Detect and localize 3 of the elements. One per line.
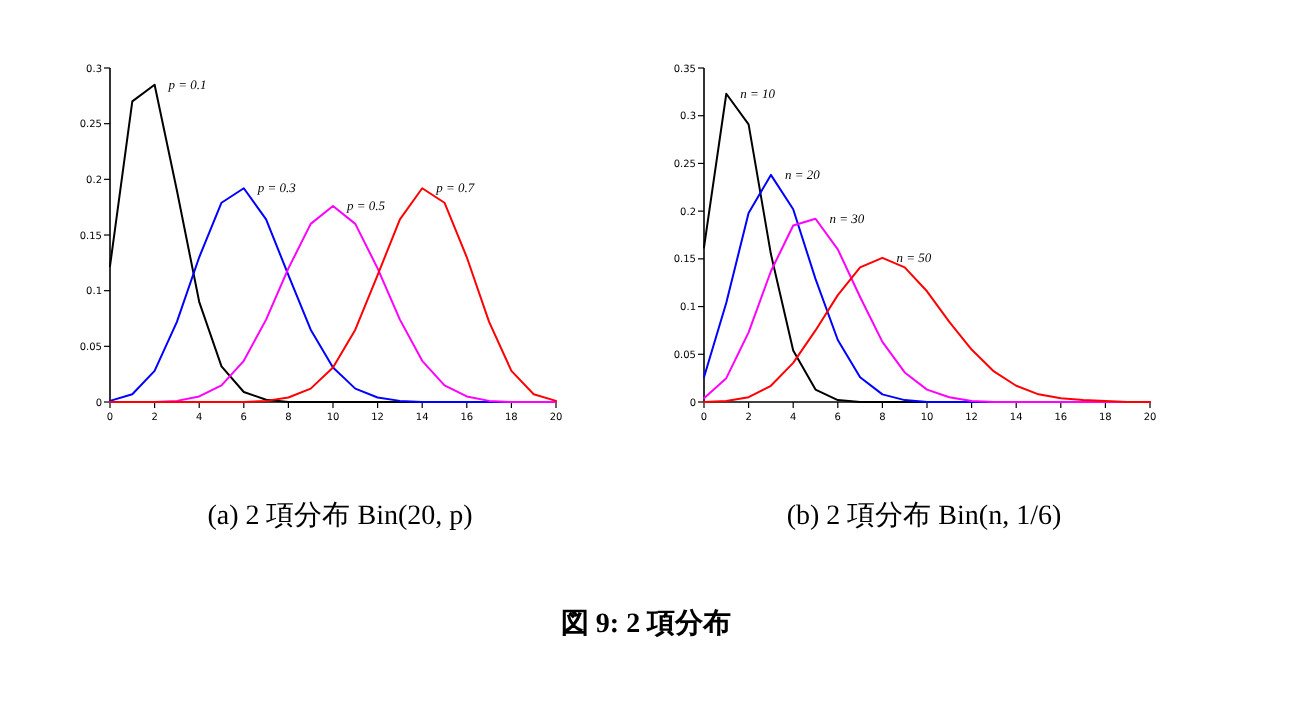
text: (b) 2 項分布 Bin(n, 1/6) [786,500,1062,532]
caption: 図 9: 2 項分布 [560,608,732,640]
text: (a) 2 項分布 Bin(20, p) [207,500,474,532]
